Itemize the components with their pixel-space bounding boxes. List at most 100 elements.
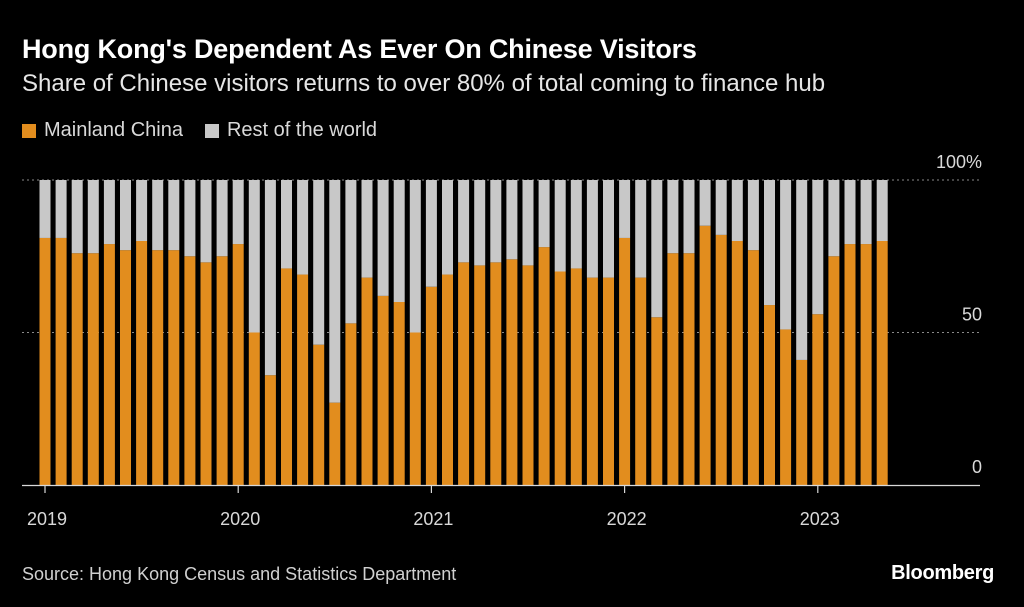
bar-mainland-2019-06 bbox=[120, 250, 131, 485]
bar-mainland-2020-03 bbox=[264, 375, 276, 485]
bar-rest-2020-07 bbox=[329, 180, 341, 403]
bar-mainland-2020-07 bbox=[329, 402, 341, 485]
bar-rest-2020-01 bbox=[232, 180, 244, 245]
bar-mainland-2020-04 bbox=[281, 268, 292, 485]
bar-mainland-2022-02 bbox=[635, 277, 647, 485]
x-tick-label-2020: 2020 bbox=[220, 509, 260, 529]
bar-rest-2023-05 bbox=[876, 180, 888, 241]
y-tick-label-50: 50 bbox=[962, 305, 982, 325]
bar-rest-2022-02 bbox=[635, 180, 647, 278]
bar-mainland-2019-04 bbox=[87, 253, 99, 485]
bar-mainland-2022-08 bbox=[731, 241, 743, 485]
legend-label-mainland-china: Mainland China bbox=[44, 119, 183, 141]
bar-mainland-2021-07 bbox=[522, 265, 534, 485]
bar-mainland-2023-04 bbox=[860, 244, 872, 485]
bar-rest-2020-09 bbox=[361, 180, 373, 278]
bar-mainland-2020-02 bbox=[248, 332, 260, 485]
bar-rest-2022-12 bbox=[796, 180, 808, 360]
bar-rest-2020-06 bbox=[313, 180, 325, 345]
bar-mainland-2020-09 bbox=[361, 277, 373, 485]
bar-rest-2019-05 bbox=[103, 180, 115, 245]
bar-rest-2020-12 bbox=[409, 180, 421, 333]
x-tick-label-2019: 2019 bbox=[27, 509, 67, 529]
bar-mainland-2022-03 bbox=[651, 317, 663, 485]
bar-mainland-2019-11 bbox=[200, 262, 212, 485]
bar-rest-2023-02 bbox=[828, 180, 840, 257]
bar-rest-2020-04 bbox=[281, 180, 292, 269]
bar-rest-2022-07 bbox=[715, 180, 727, 235]
bar-rest-2019-11 bbox=[200, 180, 212, 263]
bar-rest-2019-01 bbox=[39, 180, 51, 238]
bar-mainland-2019-07 bbox=[136, 241, 148, 485]
bar-mainland-2021-11 bbox=[586, 277, 598, 485]
bar-rest-2021-12 bbox=[603, 180, 614, 278]
legend-swatch-mainland-china bbox=[22, 123, 36, 138]
bar-rest-2020-08 bbox=[345, 180, 357, 324]
y-tick-label-100: 100% bbox=[936, 152, 982, 172]
bar-mainland-2022-12 bbox=[796, 359, 808, 485]
bar-mainland-2019-12 bbox=[216, 256, 228, 485]
bar-mainland-2022-01 bbox=[619, 237, 631, 485]
bar-rest-2022-08 bbox=[731, 180, 743, 241]
bar-mainland-2022-07 bbox=[715, 234, 727, 485]
bar-mainland-2021-05 bbox=[490, 262, 502, 485]
bar-mainland-2022-05 bbox=[683, 253, 695, 485]
bar-mainland-2021-09 bbox=[554, 271, 566, 485]
legend: Mainland China Rest of the world bbox=[22, 119, 399, 142]
bar-mainland-2023-02 bbox=[828, 256, 840, 485]
bar-mainland-2020-11 bbox=[393, 302, 405, 485]
bar-mainland-2020-01 bbox=[232, 244, 244, 485]
source-note: Source: Hong Kong Census and Statistics … bbox=[22, 564, 457, 584]
bar-mainland-2022-06 bbox=[699, 225, 711, 485]
bar-rest-2020-10 bbox=[377, 180, 389, 296]
bar-mainland-2019-01 bbox=[39, 237, 51, 485]
bar-rest-2019-02 bbox=[55, 180, 67, 238]
bar-mainland-2021-12 bbox=[603, 277, 614, 485]
bar-rest-2021-03 bbox=[458, 180, 470, 263]
bar-mainland-2019-08 bbox=[152, 250, 164, 485]
bloomberg-logo: Bloomberg bbox=[891, 562, 994, 584]
bar-mainland-2023-05 bbox=[876, 241, 888, 485]
bar-rest-2020-02 bbox=[248, 180, 260, 333]
bar-rest-2021-08 bbox=[538, 180, 550, 248]
x-tick-label-2021: 2021 bbox=[413, 509, 453, 529]
bar-rest-2022-01 bbox=[619, 180, 631, 238]
bar-rest-2021-06 bbox=[506, 180, 518, 260]
bar-rest-2019-10 bbox=[184, 180, 196, 257]
bar-rest-2021-02 bbox=[442, 180, 453, 275]
bar-mainland-2019-09 bbox=[168, 250, 180, 485]
bar-mainland-2022-10 bbox=[764, 305, 775, 485]
x-tick-label-2022: 2022 bbox=[607, 509, 647, 529]
bar-rest-2022-10 bbox=[764, 180, 775, 306]
bar-mainland-2019-05 bbox=[103, 244, 115, 485]
x-tick-label-2023: 2023 bbox=[800, 509, 840, 529]
bar-rest-2019-12 bbox=[216, 180, 228, 257]
bar-mainland-2020-08 bbox=[345, 323, 357, 485]
bar-mainland-2021-03 bbox=[458, 262, 470, 485]
bar-rest-2021-09 bbox=[554, 180, 566, 272]
bar-rest-2019-03 bbox=[71, 180, 83, 254]
chart-title: Hong Kong's Dependent As Ever On Chinese… bbox=[22, 34, 697, 64]
bar-rest-2020-03 bbox=[264, 180, 276, 376]
bar-rest-2019-06 bbox=[120, 180, 131, 251]
bar-rest-2021-10 bbox=[570, 180, 582, 269]
bar-rest-2021-11 bbox=[586, 180, 598, 278]
bar-rest-2022-09 bbox=[747, 180, 759, 251]
bar-mainland-2021-06 bbox=[506, 259, 518, 485]
bar-rest-2019-09 bbox=[168, 180, 180, 251]
bar-rest-2020-05 bbox=[297, 180, 309, 275]
bar-rest-2019-08 bbox=[152, 180, 164, 251]
bar-mainland-2022-09 bbox=[747, 250, 759, 485]
bar-rest-2022-06 bbox=[699, 180, 711, 226]
y-tick-label-0: 0 bbox=[972, 457, 982, 477]
bar-rest-2022-04 bbox=[667, 180, 679, 254]
bar-rest-2023-04 bbox=[860, 180, 872, 245]
bar-mainland-2020-10 bbox=[377, 295, 389, 485]
bar-mainland-2019-10 bbox=[184, 256, 196, 485]
bar-rest-2021-07 bbox=[522, 180, 534, 266]
legend-item-mainland-china: Mainland China bbox=[22, 119, 183, 142]
bar-rest-2019-04 bbox=[87, 180, 99, 254]
bar-mainland-2023-01 bbox=[812, 314, 824, 485]
bar-mainland-2021-08 bbox=[538, 247, 550, 485]
